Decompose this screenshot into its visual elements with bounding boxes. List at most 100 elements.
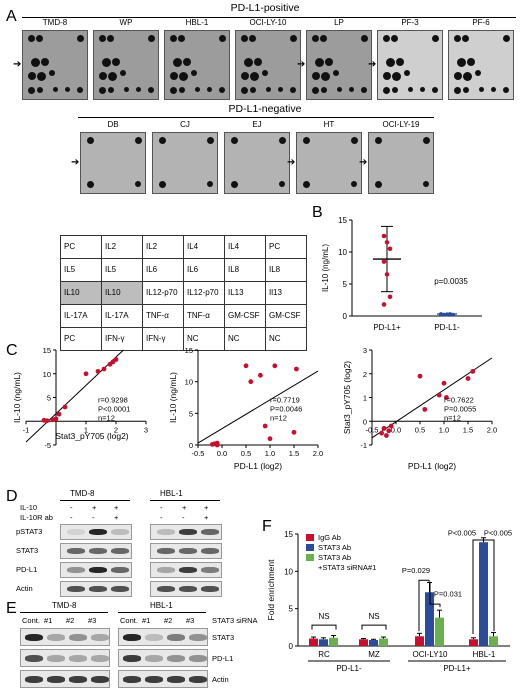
western-strip [150, 581, 222, 597]
spot [315, 58, 324, 67]
band [111, 529, 129, 535]
y-tick-label: 15 [338, 216, 347, 225]
array-cell: NC [265, 327, 307, 351]
blot-label: PF-3 [401, 18, 419, 27]
stat-label: r=0.7622 [444, 395, 474, 404]
array-cell: GM-CSF [265, 304, 307, 328]
legend-swatch [306, 544, 314, 551]
band [69, 676, 87, 683]
y-tick-label: 15 [43, 346, 51, 355]
spot [28, 72, 36, 80]
blot-name: PD-L1 [212, 654, 234, 663]
spot [392, 72, 401, 81]
spot [463, 72, 472, 81]
negative-divider [78, 117, 434, 118]
spot [325, 58, 333, 66]
spot [207, 87, 212, 92]
y-tick-label: 0 [343, 312, 348, 321]
western-strip [60, 524, 132, 540]
band [69, 655, 87, 662]
data-point [387, 294, 393, 300]
x-tick-label: -0.5 [366, 425, 379, 434]
blot-label: LP [334, 18, 344, 27]
spot [170, 87, 177, 94]
spot [120, 70, 126, 76]
data-point [267, 436, 273, 442]
spot [463, 87, 469, 93]
arrow-icon: ➔ [297, 59, 306, 70]
y-axis-label: IL-10 (ng/mL) [321, 244, 330, 292]
array-cell: NC [183, 327, 225, 351]
spot [241, 72, 249, 80]
band [123, 655, 141, 662]
spot [420, 87, 425, 92]
spot [99, 72, 107, 80]
array-cell: IL12-p70 [142, 281, 184, 305]
spot [179, 72, 188, 81]
treatment-sign: + [114, 503, 119, 512]
y-tick-label: 5 [47, 394, 51, 403]
bar [369, 640, 378, 646]
blot-TMD-8: TMD-8 ➔ [13, 18, 88, 100]
x-axis-label: PD-L1 (log2) [234, 461, 282, 471]
sig-bracket [484, 539, 495, 632]
spot [479, 87, 484, 92]
blot-name: PD-L1 [16, 565, 38, 574]
spot [454, 72, 462, 80]
spot [396, 58, 404, 66]
spot [170, 35, 177, 42]
spot [432, 87, 438, 93]
lane-label: #1 [44, 616, 53, 625]
treatment-label: IL-10 [20, 503, 38, 512]
bar [425, 592, 434, 646]
spot [148, 87, 154, 93]
x-tick-label: 2.0 [313, 449, 323, 458]
spot [135, 181, 141, 187]
p-value: P=0.029 [402, 566, 430, 575]
x-tick-label: 0.5 [241, 449, 251, 458]
p-value: P<0.005 [484, 528, 512, 537]
sig-bracket [418, 579, 430, 632]
stat-label: n=12 [444, 413, 461, 422]
band [47, 676, 65, 683]
spot [432, 35, 439, 42]
legend-label: +STAT3 siRNA#1 [318, 563, 376, 572]
y-tick-label: 5 [343, 280, 348, 289]
array-cell: GM-CSF [224, 304, 266, 328]
spot [207, 137, 214, 144]
spot [219, 87, 225, 93]
western-strip [20, 649, 110, 667]
spot [250, 87, 256, 93]
p-value: p=0.0035 [434, 277, 468, 286]
array-cell: IL2 [101, 235, 143, 259]
data-point [262, 423, 268, 429]
spot [28, 35, 35, 42]
spot [278, 87, 283, 92]
array-cell: PC [60, 327, 102, 351]
panel-label-c: C [6, 342, 18, 359]
y-tick-label: 2 [363, 370, 367, 379]
positive-divider [22, 17, 516, 18]
array-cell: PC [60, 235, 102, 259]
western-strip [60, 581, 132, 597]
data-point [44, 418, 50, 424]
band [89, 567, 107, 573]
data-point [381, 233, 387, 239]
spot [36, 35, 43, 42]
data-point [465, 376, 471, 381]
array-cell: IFN-γ [142, 327, 184, 351]
spot [241, 87, 248, 94]
array-cell: IL5 [60, 258, 102, 282]
data-point [53, 416, 59, 422]
panel-label-f: F [262, 518, 272, 535]
blot-label: HT [323, 120, 335, 129]
data-point [379, 430, 384, 436]
data-point [291, 429, 297, 435]
spot [375, 181, 382, 188]
spot [49, 70, 55, 76]
x-tick-label: HBL-1 [473, 650, 496, 659]
legend-label: STAT3 Ab [318, 553, 351, 562]
spot [159, 181, 166, 188]
blot-label: OCI-LY-10 [249, 18, 287, 27]
